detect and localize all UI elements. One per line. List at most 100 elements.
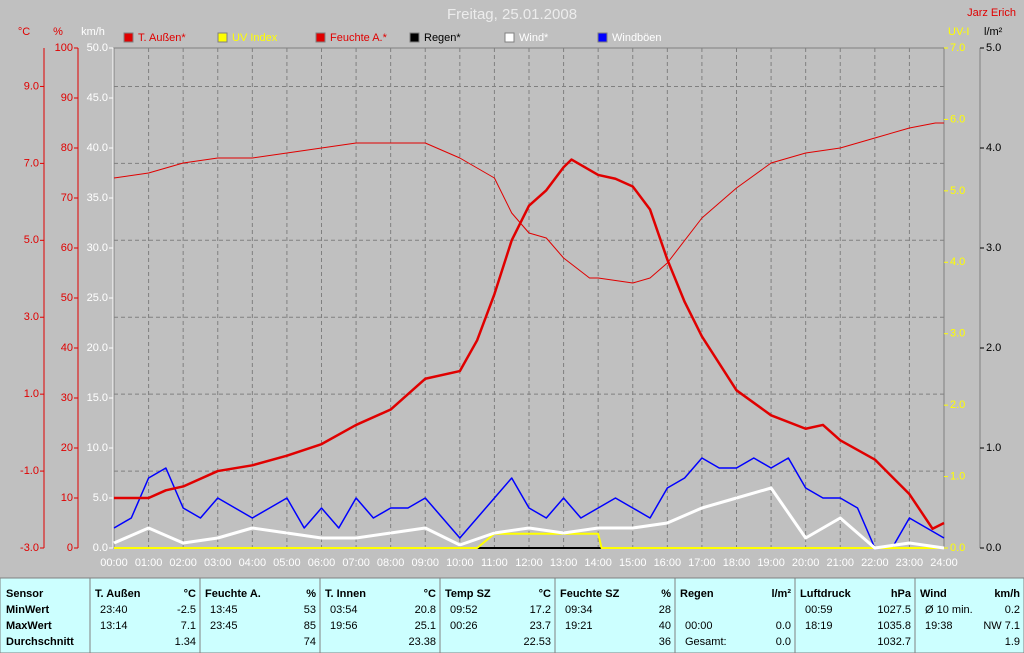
y-tick-label: 1.0 [24,388,39,400]
cell-value: 1.34 [175,636,196,648]
y-tick-label: 80 [61,142,73,154]
column-header: Temp SZ [445,588,491,600]
cell-time: 09:34 [565,604,593,616]
x-tick-label: 08:00 [377,557,405,569]
y-tick-label: 5.0 [950,185,965,197]
legend-swatch [504,32,515,43]
y-tick-label: 3.0 [986,242,1001,254]
x-tick-label: 11:00 [481,557,508,569]
column-unit: hPa [891,588,912,600]
legend-swatch [409,32,420,43]
column-unit: % [661,588,671,600]
y-tick-label: 25.0 [87,292,108,304]
row-label: MaxWert [6,620,52,632]
y-tick-label: -1.0 [20,465,39,477]
legend-label: Regen* [424,32,461,44]
y-tick-label: 5.0 [24,234,39,246]
x-tick-label: 12:00 [515,557,543,569]
axis-unit: °C [18,26,30,38]
y-tick-label: 6.0 [950,113,965,125]
row-label: MinWert [6,604,50,616]
y-tick-label: 7.0 [950,42,965,54]
legend-swatch [597,32,608,43]
cell-time: 13:14 [100,620,128,632]
x-tick-label: 17:00 [688,557,716,569]
x-tick-label: 19:00 [757,557,785,569]
axis-unit: l/m² [984,26,1003,38]
y-tick-label: 0 [67,542,73,554]
cell-value: 7.1 [181,620,196,632]
cell-value: 25.1 [415,620,436,632]
author: Jarz Erich [967,7,1016,19]
legend-swatch [315,32,326,43]
column-unit: °C [539,588,551,600]
plot-area [113,47,945,549]
column-unit: °C [184,588,196,600]
y-tick-label: 40 [61,342,73,354]
column-header: Wind [920,588,947,600]
x-tick-label: 15:00 [619,557,647,569]
x-tick-label: 13:00 [550,557,578,569]
cell-time: 19:56 [330,620,358,632]
x-tick-label: 04:00 [239,557,267,569]
column-header: Feuchte SZ [560,588,620,600]
y-tick-label: 100 [55,42,73,54]
y-tick-label: 0.0 [93,542,108,554]
y-tick-label: 0.0 [986,542,1001,554]
cell-time: 19:38 [925,620,953,632]
y-tick-label: 10 [61,492,73,504]
cell-value: 0.0 [776,636,791,648]
x-tick-label: 18:00 [723,557,751,569]
cell-value: 20.8 [415,604,436,616]
x-tick-label: 24:00 [930,557,958,569]
stats-table [0,577,1024,653]
x-tick-label: 09:00 [411,557,439,569]
cell-time: 00:26 [450,620,478,632]
x-tick-label: 20:00 [792,557,820,569]
cell-value: 23.7 [530,620,551,632]
column-header: T. Außen [95,588,141,600]
y-tick-label: 2.0 [986,342,1001,354]
y-tick-label: 15.0 [87,392,108,404]
y-tick-label: 30 [61,392,73,404]
series-line [114,158,945,531]
x-tick-label: 16:00 [654,557,682,569]
legend-label: T. Außen* [138,32,186,44]
y-tick-label: -3.0 [20,542,39,554]
cell-time: 13:45 [210,604,238,616]
x-tick-label: 07:00 [342,557,370,569]
axis-unit: UV-I [948,26,969,38]
column-header: Regen [680,588,714,600]
column-unit: °C [424,588,436,600]
y-tick-label: 60 [61,242,73,254]
cell-value: 36 [659,636,671,648]
x-tick-label: 02:00 [169,557,197,569]
y-tick-label: 35.0 [87,192,108,204]
cell-time: 03:54 [330,604,358,616]
y-tick-label: 20 [61,442,73,454]
column-unit: % [306,588,316,600]
cell-value: 1027.5 [877,604,911,616]
chart-title: Freitag, 25.01.2008 [447,6,577,23]
cell-value: 28 [659,604,671,616]
row-label: Durchschnitt [6,636,74,648]
cell-value: 40 [659,620,671,632]
axis-unit: % [53,26,63,38]
y-tick-label: 30.0 [87,242,108,254]
cell-time: Ø 10 min. [925,604,973,616]
cell-time: 19:21 [565,620,593,632]
x-tick-label: 23:00 [896,557,924,569]
x-tick-label: 03:00 [204,557,232,569]
y-tick-label: 45.0 [87,92,108,104]
x-tick-label: 14:00 [584,557,612,569]
cell-value: 1035.8 [877,620,911,632]
cell-time: Gesamt: [685,636,727,648]
cell-time: 18:19 [805,620,833,632]
axis-unit: km/h [81,26,105,38]
legend-label: Feuchte A.* [330,32,388,44]
cell-time: 23:45 [210,620,238,632]
y-tick-label: 50.0 [87,42,108,54]
legend-label: Windböen [612,32,662,44]
x-tick-label: 01:00 [135,557,163,569]
